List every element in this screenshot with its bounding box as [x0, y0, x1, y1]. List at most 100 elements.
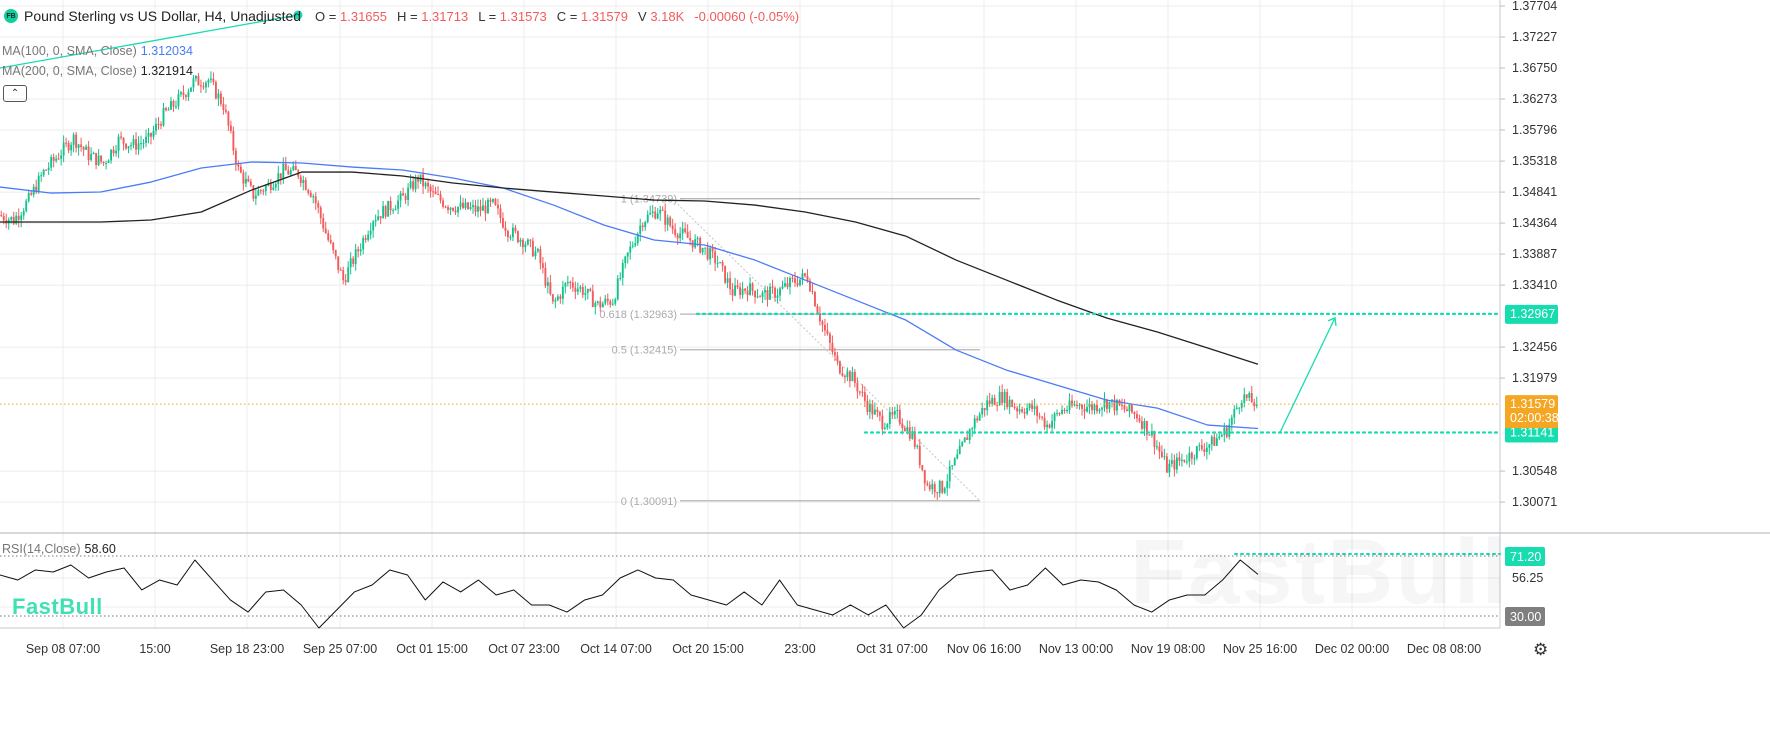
candle-body — [1083, 408, 1086, 412]
candle-body — [35, 186, 38, 193]
candle-body — [699, 238, 702, 253]
candle — [976, 415, 979, 423]
candle — [1203, 443, 1206, 457]
candle-body — [304, 179, 307, 190]
candle-body — [499, 208, 502, 218]
symbol-badge: FB — [4, 9, 18, 23]
candle — [234, 147, 237, 172]
candle-body — [639, 225, 642, 234]
candle-body — [806, 275, 809, 281]
ma200-legend[interactable]: MA(200, 0, SMA, Close) 1.321914 — [2, 64, 193, 78]
candle — [252, 184, 255, 202]
candle-body — [973, 418, 976, 429]
time-tick-label: Sep 25 07:00 — [303, 642, 377, 656]
candle-body — [402, 193, 405, 196]
candle — [709, 245, 712, 265]
candle-body — [1140, 421, 1143, 429]
candle — [571, 276, 574, 292]
candle-body — [629, 246, 632, 253]
candle-body — [1248, 393, 1251, 398]
candle — [1066, 405, 1069, 414]
candle — [289, 167, 292, 177]
candle — [759, 294, 761, 298]
candle — [487, 197, 489, 214]
candle-body — [719, 262, 722, 264]
candle-body — [804, 273, 806, 276]
candle-body — [189, 87, 192, 92]
candle — [586, 288, 589, 300]
candle-body — [1026, 408, 1029, 414]
candle-body — [90, 154, 93, 160]
candle — [342, 266, 345, 285]
candle — [1250, 386, 1253, 403]
candle-body — [731, 289, 734, 296]
candle — [506, 229, 509, 242]
candle — [756, 289, 759, 299]
candle-body — [140, 143, 142, 145]
candle — [856, 377, 859, 399]
candle — [145, 129, 147, 148]
candle-body — [367, 234, 370, 240]
candle-body — [10, 216, 13, 220]
price-tick-label: 1.32456 — [1512, 340, 1557, 354]
symbol-title[interactable]: Pound Sterling vs US Dollar, H4, Unadjus… — [24, 8, 302, 24]
candle — [72, 132, 75, 153]
candle — [467, 202, 469, 210]
collapse-legend-button[interactable]: ⌃ — [3, 85, 27, 102]
candle-body — [30, 193, 33, 195]
candle-body — [1048, 424, 1051, 428]
candle — [374, 214, 377, 227]
ma100-legend[interactable]: MA(100, 0, SMA, Close) 1.312034 — [2, 44, 193, 58]
candle-body — [342, 270, 345, 281]
candle — [65, 137, 68, 148]
candle-body — [1170, 460, 1173, 464]
candle-body — [125, 143, 127, 149]
candle-body — [981, 408, 984, 415]
candle-body — [417, 177, 420, 182]
candle-body — [796, 282, 799, 286]
candle-body — [452, 207, 454, 211]
candle — [928, 481, 931, 492]
candle-body — [948, 466, 951, 482]
candle — [1026, 403, 1029, 416]
candle-body — [781, 286, 784, 289]
candle-body — [998, 392, 1001, 406]
price-tick-label: 1.35796 — [1512, 123, 1557, 137]
candle — [417, 174, 420, 189]
price-tick-label: 1.36273 — [1512, 92, 1557, 106]
candle-body — [996, 405, 999, 407]
candle-body — [784, 283, 786, 287]
candle — [339, 267, 342, 271]
candle — [766, 286, 769, 307]
candle-body — [591, 290, 594, 308]
candle-body — [631, 245, 634, 247]
candle — [734, 277, 737, 297]
price-tick-label: 1.34364 — [1512, 216, 1557, 230]
candle — [771, 279, 774, 294]
candle — [931, 479, 934, 495]
candle-body — [664, 210, 667, 225]
candle — [294, 160, 297, 171]
candle-body — [1223, 427, 1226, 436]
candle — [367, 230, 370, 242]
price-tick-label: 1.34841 — [1512, 185, 1557, 199]
rsi-legend[interactable]: RSI(14,Close) 58.60 — [2, 542, 116, 556]
candle — [189, 87, 192, 93]
candle — [1033, 398, 1036, 416]
candle — [302, 175, 305, 191]
gear-icon[interactable]: ⚙ — [1533, 640, 1549, 659]
candle — [172, 99, 175, 112]
candle-body — [312, 196, 315, 198]
candle-body — [404, 195, 407, 200]
candle — [1101, 406, 1103, 417]
candle-body — [976, 418, 979, 421]
candle — [799, 279, 801, 287]
candle-body — [332, 242, 335, 251]
candle-body — [115, 150, 118, 154]
ohlc-volume: V 3.18K — [638, 8, 685, 24]
candle-body — [257, 190, 260, 196]
candle — [1200, 439, 1203, 452]
candle-body — [289, 170, 292, 175]
candle — [654, 206, 657, 220]
